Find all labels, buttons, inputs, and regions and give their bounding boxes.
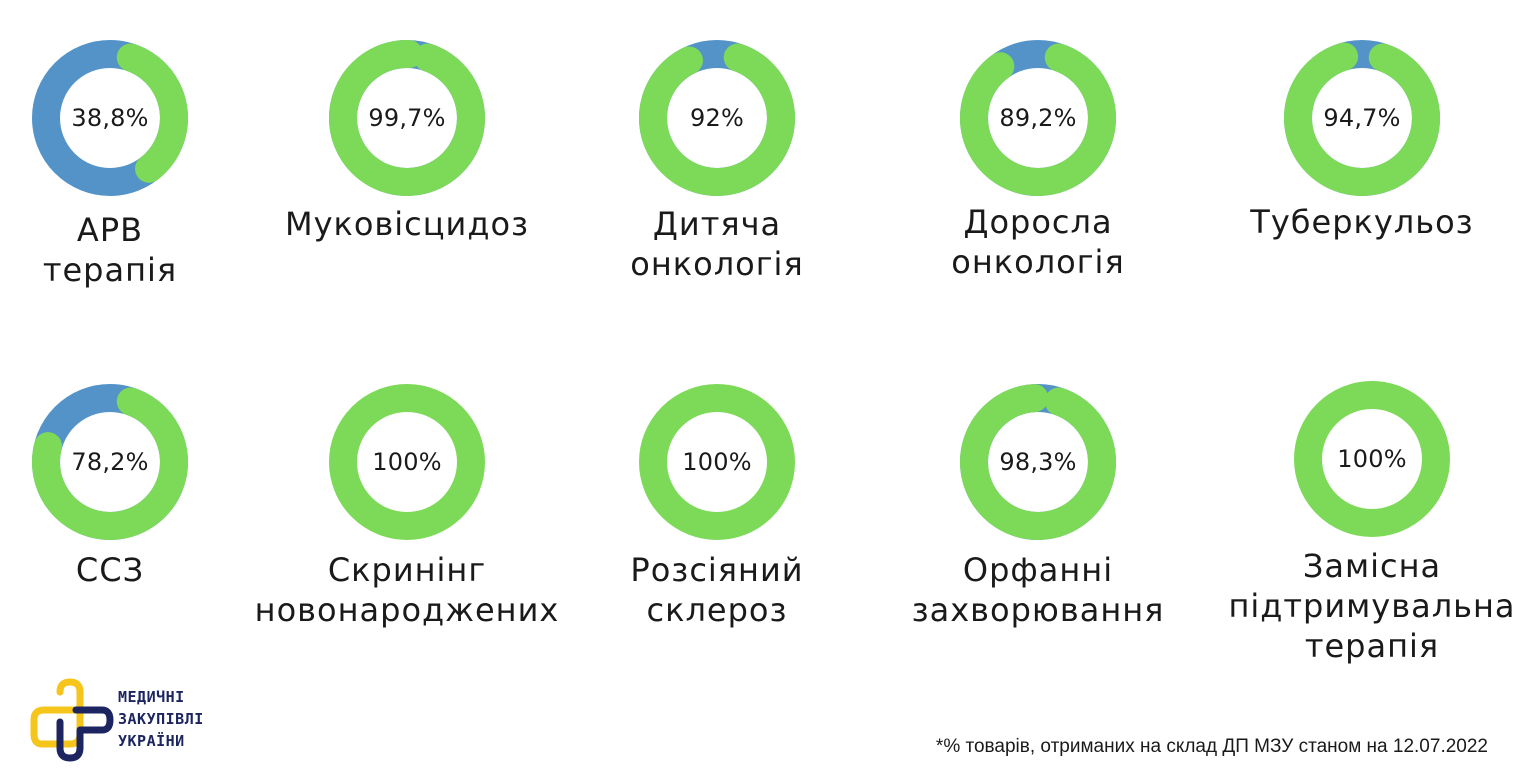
percent-label: 100% — [372, 448, 442, 476]
donut-chart: 100% — [637, 382, 797, 542]
achieved-segment — [32, 384, 188, 540]
category-label: ССЗ — [0, 550, 280, 590]
achieved-segment — [960, 384, 1116, 540]
category-label-line: Орфанні — [962, 551, 1114, 589]
logo-line-3: УКРАЇНИ — [118, 732, 185, 750]
achieved-segment — [329, 40, 485, 196]
donut-svg — [639, 40, 795, 196]
donut-chart: 78,2% — [30, 382, 190, 542]
percent-label: 98,3% — [999, 448, 1077, 476]
percent-label: 94,7% — [1323, 104, 1401, 132]
category-label: Скринінг новонароджених — [237, 550, 577, 630]
donut-svg — [960, 384, 1116, 540]
donut-svg — [639, 384, 795, 540]
percent-label: 99,7% — [368, 104, 446, 132]
category-label-line: Муковісцидоз — [284, 205, 530, 243]
logo: МЕДИЧНІ ЗАКУПІВЛІ УКРАЇНИ — [30, 678, 230, 762]
category-label-line: онкологія — [951, 243, 1125, 281]
donut-svg — [32, 384, 188, 540]
category-label: АРВ терапія — [0, 210, 280, 290]
donut-chart: 99,7% — [327, 38, 487, 198]
donut-svg — [329, 384, 485, 540]
donut-svg — [32, 40, 188, 196]
percent-label: 38,8% — [71, 104, 149, 132]
achieved-segment — [32, 40, 188, 196]
category-label-line: підтримувальна — [1228, 587, 1516, 625]
category-label-line: ССЗ — [75, 551, 145, 589]
donut-svg — [329, 40, 485, 196]
category-label-line: Замісна — [1302, 547, 1442, 585]
category-label-line: терапія — [1304, 627, 1440, 665]
category-label: Дитяча онкологія — [547, 204, 887, 284]
logo-line-1: МЕДИЧНІ — [118, 688, 185, 706]
donut-chart: 100% — [1292, 379, 1452, 539]
donut-svg — [1294, 381, 1450, 537]
achieved-segment — [960, 40, 1116, 196]
donut-chart: 100% — [327, 382, 487, 542]
percent-label: 78,2% — [71, 448, 149, 476]
percent-label: 89,2% — [999, 104, 1077, 132]
remaining-segment — [1294, 381, 1450, 537]
logo-line-2: ЗАКУПІВЛІ — [118, 710, 204, 728]
donut-chart: 89,2% — [958, 38, 1118, 198]
category-label: Замісна підтримувальна терапія — [1202, 546, 1520, 666]
category-label-line: Розсіяний — [630, 551, 804, 589]
donut-svg — [960, 40, 1116, 196]
category-label-line: Туберкульоз — [1250, 203, 1474, 241]
category-label-line: склероз — [646, 591, 788, 629]
category-label: Муковісцидоз — [237, 204, 577, 244]
donut-chart: 94,7% — [1282, 38, 1442, 198]
percent-label: 92% — [690, 104, 744, 132]
category-label-line: Доросла — [963, 203, 1113, 241]
remaining-segment — [639, 384, 795, 540]
remaining-segment — [329, 384, 485, 540]
category-label-line: Дитяча — [652, 205, 782, 243]
cross-logo-icon — [30, 678, 114, 762]
percent-label: 100% — [1337, 445, 1407, 473]
category-label: Розсіяний склероз — [547, 550, 887, 630]
category-label-line: новонароджених — [254, 591, 560, 629]
donut-chart: 98,3% — [958, 382, 1118, 542]
category-label-line: терапія — [42, 251, 178, 289]
achieved-segment — [1284, 40, 1440, 196]
logo-text: МЕДИЧНІ ЗАКУПІВЛІ УКРАЇНИ — [118, 686, 204, 752]
category-label-line: онкологія — [630, 245, 804, 283]
category-label-line: АРВ — [76, 211, 144, 249]
category-label: Туберкульоз — [1192, 202, 1520, 242]
donut-chart: 92% — [637, 38, 797, 198]
footnote: *% товарів, отриманих на склад ДП МЗУ ст… — [935, 736, 1488, 757]
category-label: Орфанні захворювання — [868, 550, 1208, 630]
percent-label: 100% — [682, 448, 752, 476]
category-label-line: Скринінг — [327, 551, 487, 589]
donut-chart: 38,8% — [30, 38, 190, 198]
achieved-segment — [639, 40, 795, 196]
category-label: Доросла онкологія — [868, 202, 1208, 282]
category-label-line: захворювання — [911, 591, 1165, 629]
donut-svg — [1284, 40, 1440, 196]
